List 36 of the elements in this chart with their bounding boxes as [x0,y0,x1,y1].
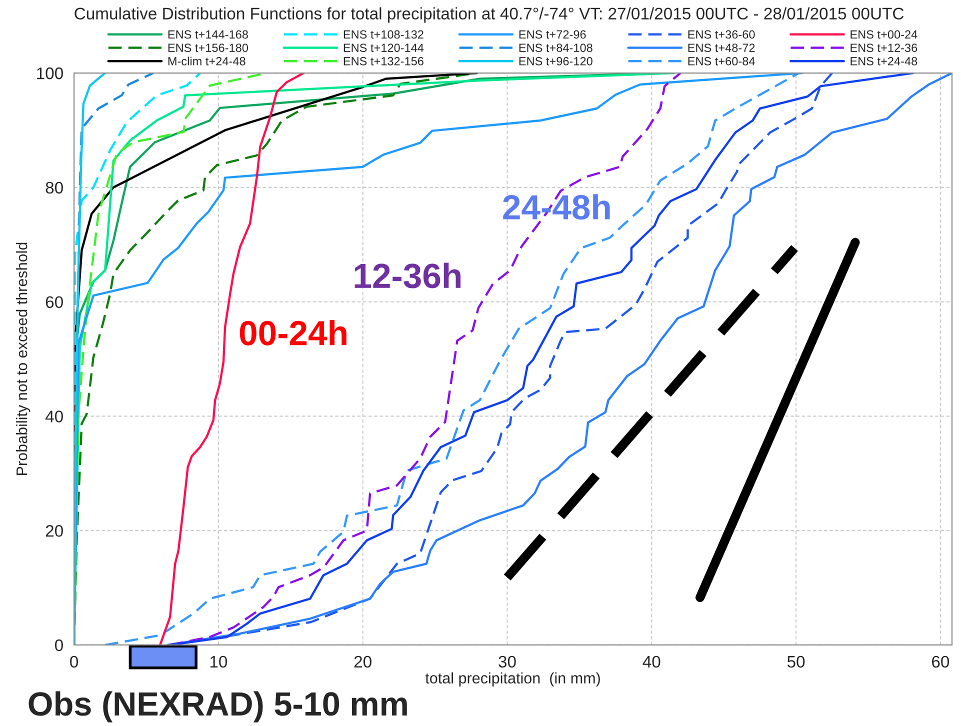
x-tick-label: 10 [210,656,228,668]
y-tick-label: 100 [37,67,63,80]
chart-title: Cumulative Distribution Functions for total precipitation at 40.7°/-74° VT: 27/01/2015 00UTC - 28/01/2015 00UTC [74,7,904,23]
x-tick-label: 50 [787,656,805,668]
legend-label: ENS t+96-120 [519,57,592,66]
annotation: 12-36h [354,262,461,288]
legend-label: ENS t+156-180 [168,44,248,52]
legend-label: ENS t+144-168 [168,30,248,39]
y-tick-label: 20 [46,524,63,537]
legend-label: ENS t+132-156 [344,57,424,66]
x-tick-label: 0 [70,656,78,668]
x-tick-label: 20 [354,656,372,668]
legend-label: ENS t+72-96 [519,30,586,39]
legend-label: ENS t+60-84 [688,57,755,66]
annotation: 24-48h [503,194,610,220]
legend-label: ENS t+36-60 [688,30,755,39]
y-tick-label: 40 [45,410,63,422]
y-tick-label: 0 [55,639,63,652]
legend-label: ENS t+84-108 [519,44,592,52]
y-tick-label: 60 [46,296,63,308]
y-tick-label: 80 [46,182,63,194]
x-tick-label: 30 [498,656,516,668]
legend-label: ENS t+48-72 [688,44,755,52]
y-axis-title: Probability not to exceed threshold [16,242,30,475]
line-series [168,73,682,645]
legend-label: ENS t+120-144 [344,44,424,52]
x-tick-label: 60 [932,656,950,668]
x-tick-label: 40 [642,656,660,668]
annotation: 00-24h [240,320,346,346]
legend-label: ENS t+108-132 [344,30,424,39]
legend-label: ENS t+00-24 [850,30,918,39]
legend-label: ENS t+24-48 [850,57,918,66]
x-axis-title: total precipitation (in mm) [425,672,600,687]
text: Obs (NEXRAD) 5-10 mm [28,691,407,722]
legend-label: ENS t+12-36 [850,44,918,52]
legend-label: M-clim t+24-48 [168,56,246,66]
